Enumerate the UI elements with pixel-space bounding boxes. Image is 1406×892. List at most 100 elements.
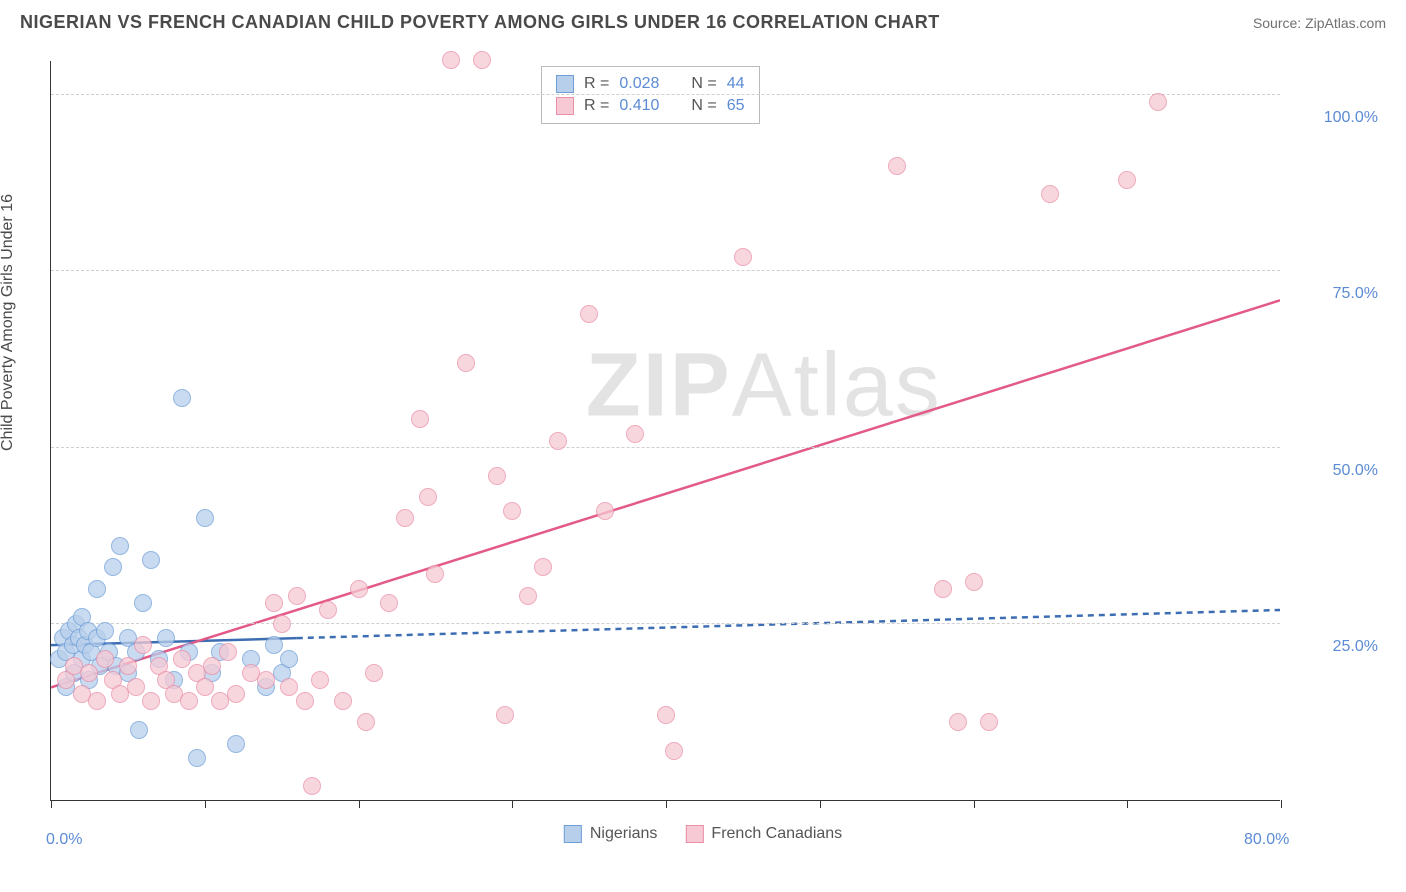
scatter-point [265, 636, 283, 654]
scatter-point [657, 706, 675, 724]
scatter-point [96, 650, 114, 668]
legend-label: French Canadians [711, 825, 842, 843]
plot-area: ZIPAtlas R =0.028N =44R =0.410N =65 [50, 61, 1280, 801]
gridline-h [51, 623, 1280, 624]
scatter-point [473, 51, 491, 69]
scatter-point [1118, 171, 1136, 189]
scatter-point [596, 502, 614, 520]
scatter-point [334, 692, 352, 710]
scatter-point [104, 558, 122, 576]
scatter-point [180, 692, 198, 710]
gridline-h [51, 94, 1280, 95]
scatter-point [380, 594, 398, 612]
scatter-point [280, 650, 298, 668]
n-value: 44 [727, 75, 745, 93]
scatter-point [188, 749, 206, 767]
scatter-point [96, 622, 114, 640]
scatter-point [503, 502, 521, 520]
x-tick [359, 800, 360, 808]
x-tick [512, 800, 513, 808]
scatter-point [365, 664, 383, 682]
scatter-point [219, 643, 237, 661]
n-label: N = [691, 75, 716, 93]
scatter-point [549, 432, 567, 450]
scatter-point [88, 692, 106, 710]
scatter-point [949, 713, 967, 731]
x-tick [205, 800, 206, 808]
scatter-point [273, 615, 291, 633]
legend-item: Nigerians [564, 825, 658, 843]
scatter-point [980, 713, 998, 731]
scatter-point [519, 587, 537, 605]
scatter-point [296, 692, 314, 710]
r-value: 0.410 [619, 97, 659, 115]
scatter-point [457, 354, 475, 372]
scatter-point [257, 671, 275, 689]
x-tick [974, 800, 975, 808]
scatter-point [626, 425, 644, 443]
scatter-point [734, 248, 752, 266]
y-tick-label: 75.0% [1333, 285, 1378, 303]
scatter-point [80, 664, 98, 682]
scatter-point [419, 488, 437, 506]
y-tick-label: 50.0% [1333, 462, 1378, 480]
scatter-point [665, 742, 683, 760]
scatter-point [227, 735, 245, 753]
scatter-point [888, 157, 906, 175]
scatter-point [142, 692, 160, 710]
y-axis-label: Child Poverty Among Girls Under 16 [0, 194, 17, 451]
scatter-point [157, 629, 175, 647]
r-value: 0.028 [619, 75, 659, 93]
x-tick [51, 800, 52, 808]
scatter-point [934, 580, 952, 598]
legend-swatch [685, 825, 703, 843]
r-label: R = [584, 75, 609, 93]
scatter-point [288, 587, 306, 605]
y-tick-label: 100.0% [1324, 109, 1378, 127]
scatter-point [350, 580, 368, 598]
scatter-point [134, 594, 152, 612]
scatter-point [319, 601, 337, 619]
scatter-point [111, 537, 129, 555]
scatter-point [196, 678, 214, 696]
n-label: N = [691, 97, 716, 115]
legend-series: Nigerians French Canadians [564, 825, 842, 843]
r-label: R = [584, 97, 609, 115]
legend-swatch [556, 97, 574, 115]
scatter-point [411, 410, 429, 428]
scatter-point [303, 777, 321, 795]
watermark-atlas: Atlas [732, 336, 942, 436]
legend-label: Nigerians [590, 825, 658, 843]
scatter-point [1149, 93, 1167, 111]
y-tick-label: 25.0% [1333, 638, 1378, 656]
scatter-point [426, 565, 444, 583]
watermark-zip: ZIP [586, 336, 732, 436]
x-tick [1127, 800, 1128, 808]
scatter-point [311, 671, 329, 689]
scatter-point [534, 558, 552, 576]
scatter-point [173, 650, 191, 668]
scatter-point [227, 685, 245, 703]
scatter-point [580, 305, 598, 323]
scatter-point [134, 636, 152, 654]
scatter-point [280, 678, 298, 696]
gridline-h [51, 447, 1280, 448]
source-label: Source: ZipAtlas.com [1253, 15, 1386, 31]
gridline-h [51, 270, 1280, 271]
scatter-point [396, 509, 414, 527]
scatter-point [203, 657, 221, 675]
scatter-point [965, 573, 983, 591]
scatter-point [488, 467, 506, 485]
scatter-point [130, 721, 148, 739]
legend-stats-row: R = 0.028 N = 44 [556, 73, 745, 95]
legend-item: French Canadians [685, 825, 842, 843]
x-tick-label: 80.0% [1244, 831, 1289, 849]
scatter-point [442, 51, 460, 69]
trend-line-dashed [297, 610, 1280, 638]
scatter-point [196, 509, 214, 527]
x-tick [820, 800, 821, 808]
scatter-point [1041, 185, 1059, 203]
scatter-point [265, 594, 283, 612]
chart-title: NIGERIAN VS FRENCH CANADIAN CHILD POVERT… [20, 12, 940, 33]
chart-container: Child Poverty Among Girls Under 16 ZIPAt… [0, 41, 1406, 861]
